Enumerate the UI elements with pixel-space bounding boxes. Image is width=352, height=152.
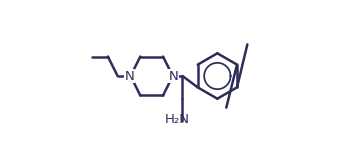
Text: N: N (169, 69, 178, 83)
Text: N: N (125, 69, 135, 83)
Text: H₂N: H₂N (164, 113, 189, 126)
